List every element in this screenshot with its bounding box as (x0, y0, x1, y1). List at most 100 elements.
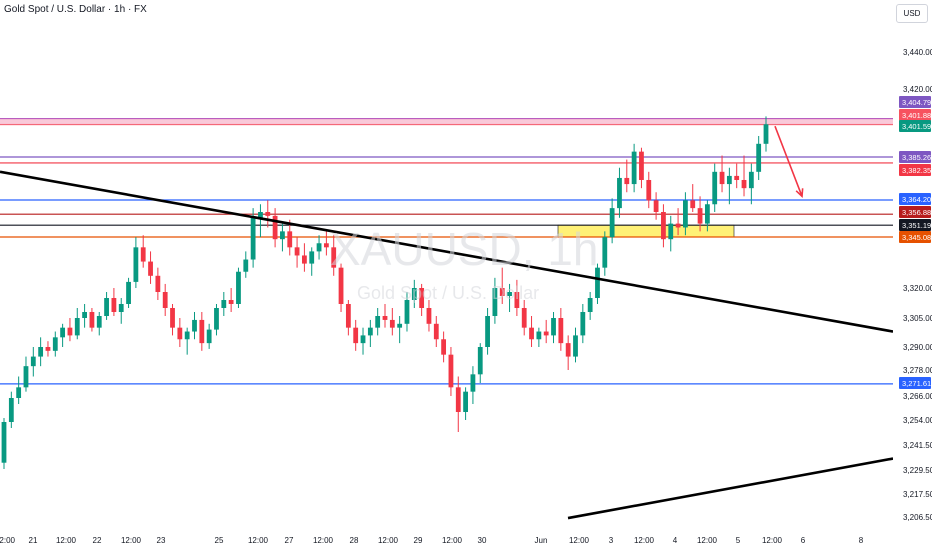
candle-body (419, 288, 425, 308)
candle-body (287, 231, 293, 248)
candle-body (250, 217, 256, 260)
price-tick-label: 3,254.00 (903, 416, 932, 425)
candle (514, 279, 520, 316)
price-label-text: 3,356.88 (902, 208, 931, 217)
candle-body (756, 143, 762, 172)
price-label-bg (899, 109, 931, 121)
candle (96, 312, 102, 336)
candle (661, 204, 666, 248)
time-tick-label: 12:00 (378, 536, 399, 545)
candle-body (118, 304, 124, 312)
candle-body (280, 231, 285, 240)
candle (60, 323, 66, 347)
price-label-text: 3,401.88 (902, 111, 931, 120)
currency-button[interactable]: USD (896, 4, 928, 23)
candle (397, 316, 403, 344)
candle (712, 163, 718, 212)
candle-body (331, 247, 337, 268)
candle (690, 184, 696, 212)
candle-body (126, 281, 131, 304)
candle (8, 391, 14, 428)
candle (170, 304, 175, 336)
price-label-bg (899, 206, 931, 218)
projection-arrow-shaft[interactable] (774, 125, 803, 197)
candle-body (485, 316, 490, 347)
candle-body (624, 177, 630, 185)
candle (126, 277, 131, 308)
price-label: 3,401.59 (899, 120, 931, 132)
candle-body (543, 331, 549, 336)
time-tick-label: 8 (859, 536, 864, 545)
candle-body (177, 327, 183, 340)
candle-body (345, 304, 351, 328)
candle (551, 312, 556, 344)
candle (726, 167, 732, 205)
candle (265, 200, 271, 228)
candle (704, 200, 710, 232)
price-label-text: 3,385.26 (902, 153, 931, 162)
candle (441, 331, 447, 363)
candle (375, 308, 381, 336)
price-label-bg (899, 377, 931, 389)
price-label: 3,356.88 (899, 206, 931, 218)
descending-trend-line[interactable] (0, 170, 894, 333)
candle-body (133, 247, 139, 282)
time-tick-label: 29 (414, 536, 423, 545)
candle (719, 155, 725, 193)
candle-body (631, 151, 637, 185)
time-tick-label: 12:00 (313, 536, 334, 545)
time-tick-label: 21 (29, 536, 38, 545)
resistance-band (0, 118, 893, 125)
candle (316, 235, 322, 260)
candle-body (507, 292, 512, 296)
candle-body (426, 308, 432, 324)
time-tick-label: 12:00 (569, 536, 590, 545)
candle-body (661, 211, 666, 240)
candle (734, 163, 740, 189)
candle-body (389, 319, 395, 328)
candle (492, 277, 498, 324)
symbol-title: Gold Spot / U.S. Dollar · 1h · FX (4, 4, 147, 15)
candle (74, 308, 80, 340)
candle-body (16, 387, 22, 398)
price-label-bg (899, 164, 931, 176)
time-tick-label: 12:00 (248, 536, 269, 545)
candle (499, 267, 505, 304)
time-tick-label: 23 (157, 536, 166, 545)
candle (602, 231, 608, 276)
price-tick-label: 3,241.50 (903, 441, 932, 450)
price-tick-label: 3,278.00 (903, 366, 932, 375)
projection-arrow-head (795, 188, 804, 199)
candle-body (38, 347, 44, 357)
candle-body (587, 298, 593, 312)
candle (302, 243, 307, 272)
price-tick-label: 3,440.00 (903, 48, 932, 57)
candle (763, 116, 769, 152)
price-label-bg (899, 96, 931, 108)
candle (558, 308, 564, 351)
price-label: 3,345.08 (899, 231, 931, 243)
candle-body (521, 308, 527, 328)
candle-body (45, 347, 51, 351)
candle-body (272, 215, 278, 240)
candle-body (639, 151, 644, 180)
candle (448, 347, 454, 396)
candle-body (492, 288, 498, 316)
candle-body (463, 391, 468, 412)
candle-body (338, 267, 344, 304)
candle (426, 300, 432, 332)
price-label: 3,401.88 (899, 109, 931, 121)
price-label: 3,351.19 (899, 219, 931, 231)
candle-body (573, 335, 578, 357)
candle-body (67, 327, 73, 336)
ascending-trend-line[interactable] (567, 457, 894, 520)
candle-body (162, 292, 168, 308)
candle (38, 337, 44, 367)
price-label: 3,404.79 (899, 96, 931, 108)
candle-body (741, 179, 747, 189)
price-label-bg (899, 151, 931, 163)
candle (631, 143, 637, 193)
time-tick-label: 12:00 (697, 536, 718, 545)
